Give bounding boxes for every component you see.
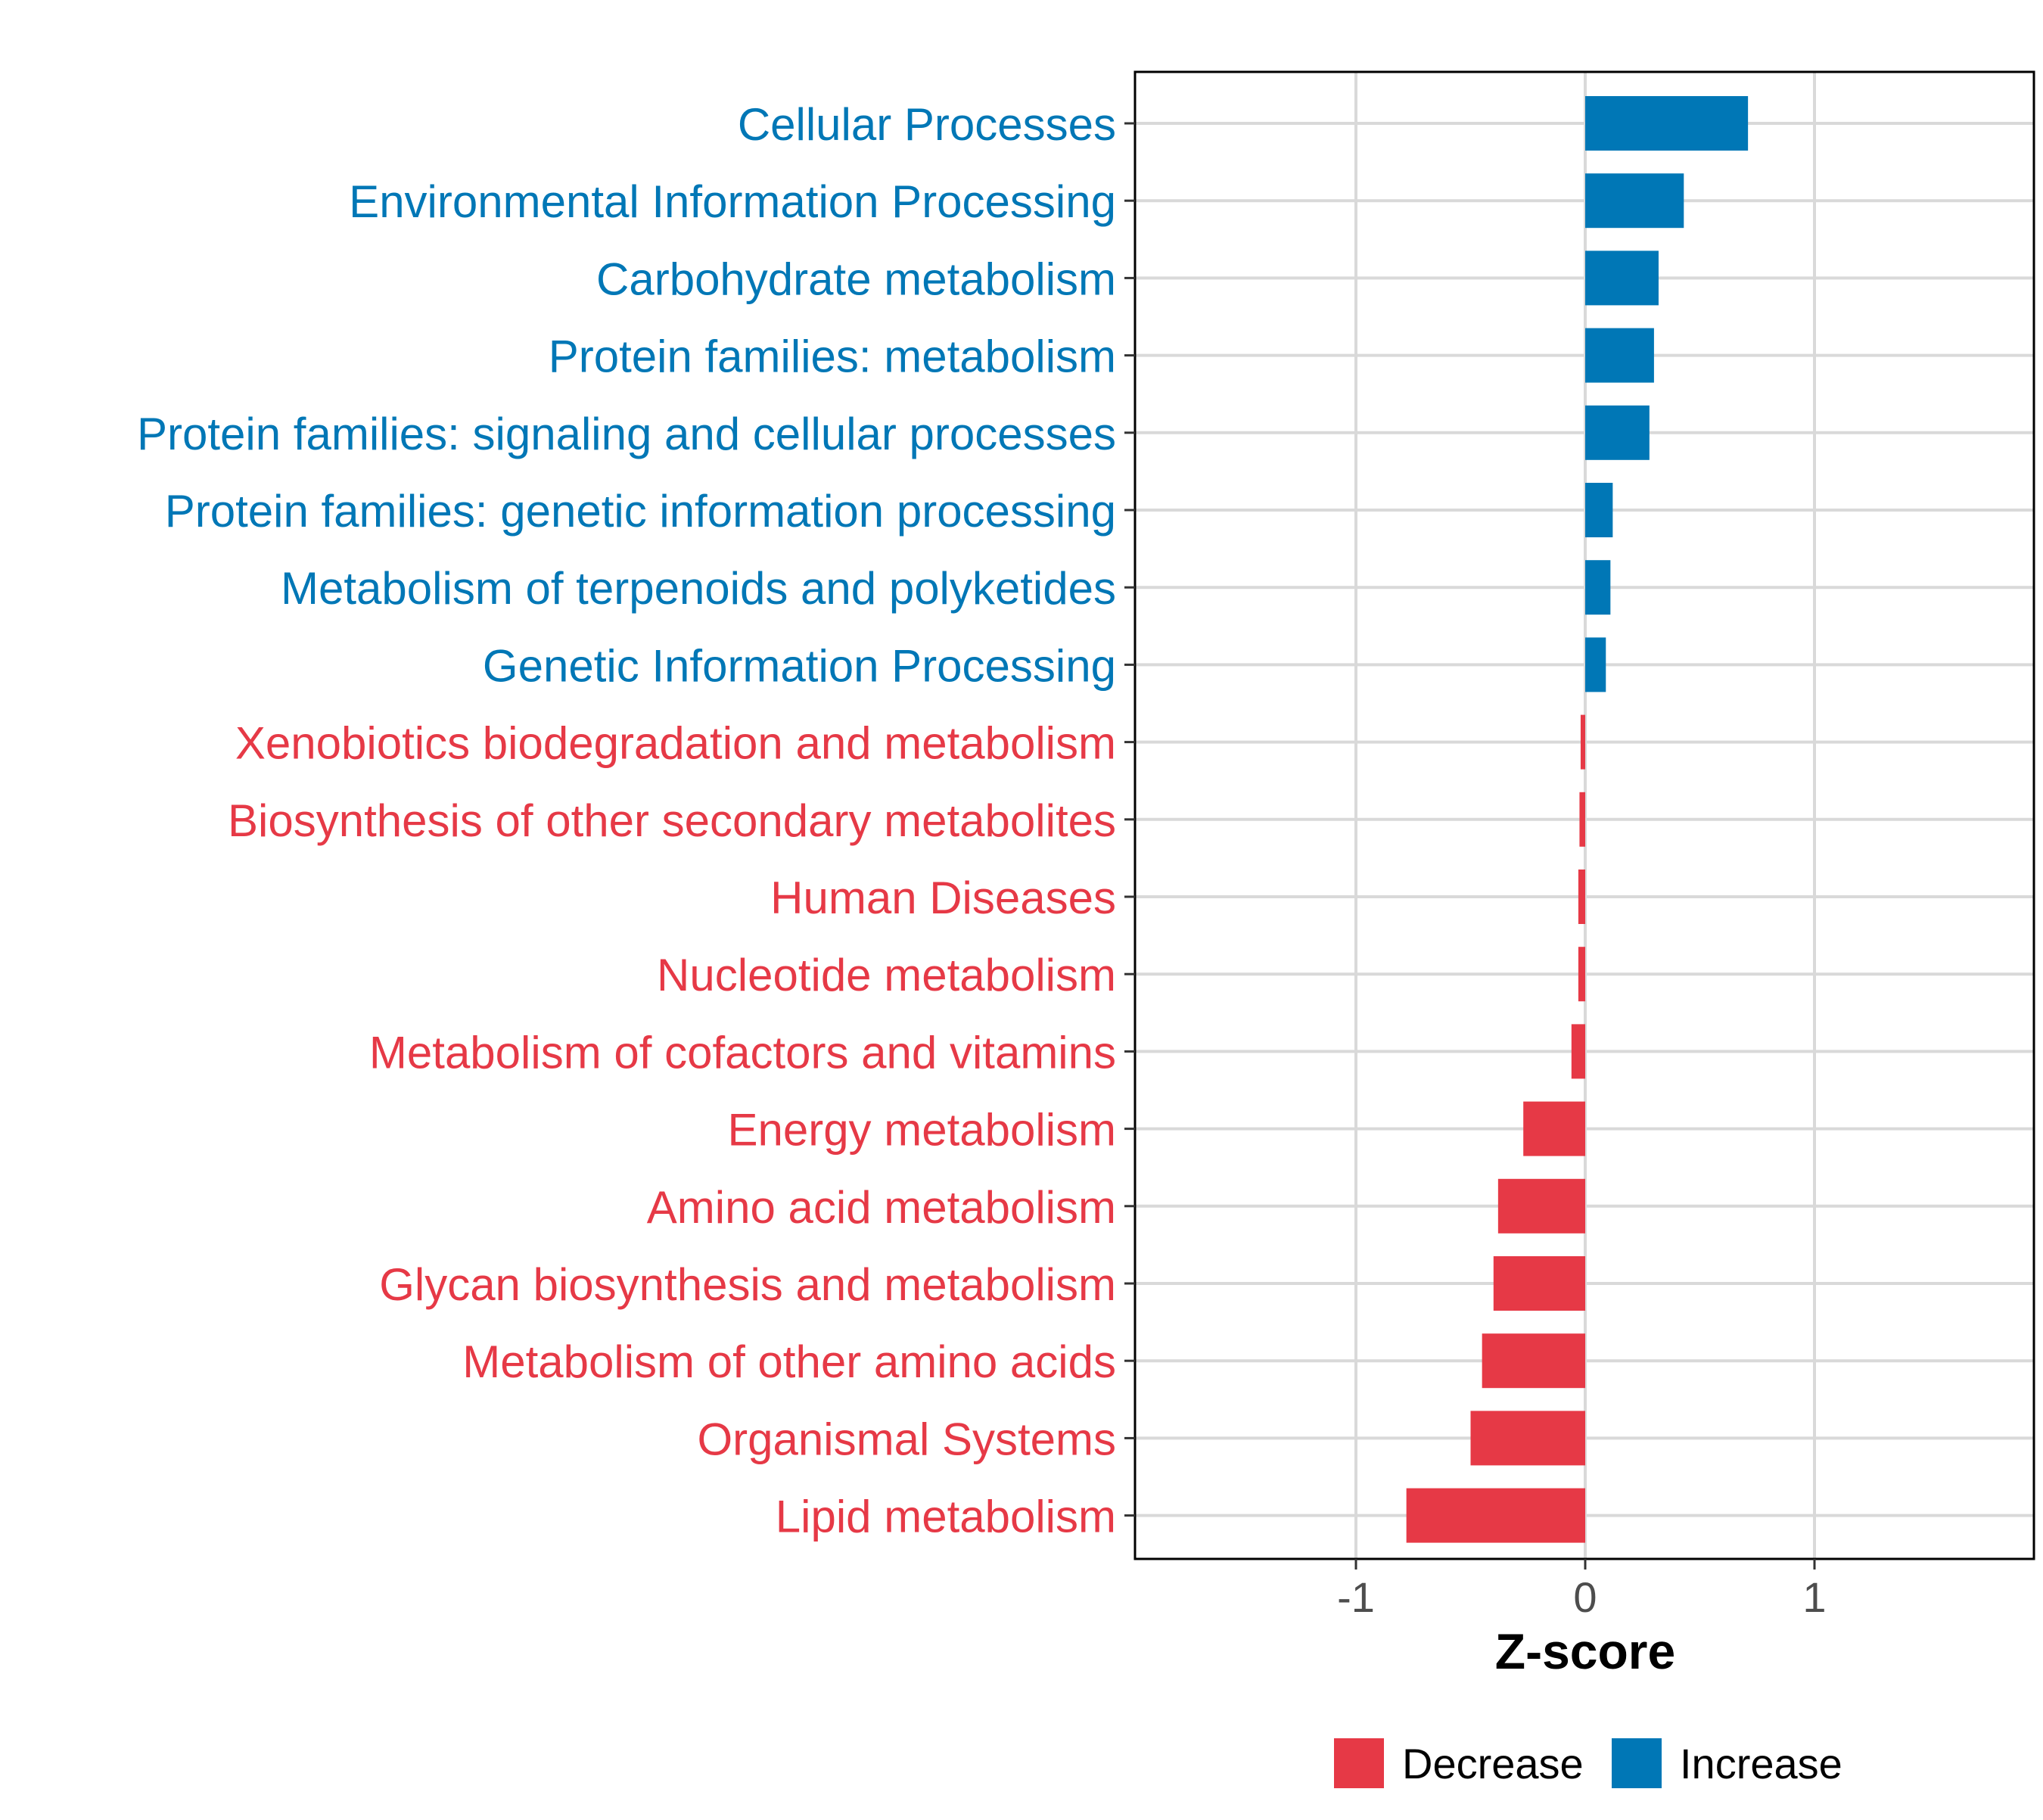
bar — [1585, 173, 1684, 229]
bar — [1585, 328, 1654, 383]
category-label: Energy metabolism — [727, 1105, 1116, 1156]
legend-label: Decrease — [1402, 1740, 1584, 1787]
category-label: Cellular Processes — [738, 99, 1116, 150]
bar — [1585, 483, 1613, 537]
bar — [1523, 1101, 1585, 1156]
bar — [1585, 637, 1606, 692]
bar — [1406, 1488, 1585, 1543]
bar — [1470, 1411, 1585, 1466]
x-tick-label: 0 — [1573, 1573, 1597, 1621]
bar — [1578, 870, 1585, 924]
x-tick-label: -1 — [1337, 1573, 1375, 1621]
legend: Decrease Increase — [1334, 1738, 1842, 1788]
x-tick-label: 1 — [1802, 1573, 1826, 1621]
category-label: Organismal Systems — [698, 1414, 1116, 1464]
legend-swatch — [1334, 1738, 1384, 1788]
bar — [1493, 1256, 1585, 1311]
legend-label: Increase — [1680, 1740, 1842, 1787]
category-label: Genetic Information Processing — [483, 640, 1116, 691]
category-label: Protein families: signaling and cellular… — [137, 409, 1116, 459]
bar — [1585, 96, 1749, 151]
category-label: Amino acid metabolism — [647, 1182, 1116, 1233]
category-label: Human Diseases — [770, 873, 1116, 923]
x-axis-title: Z-score — [1495, 1623, 1675, 1679]
bar — [1482, 1333, 1585, 1389]
category-label: Protein families: metabolism — [549, 331, 1116, 382]
bar — [1579, 792, 1585, 847]
category-label: Xenobiotics biodegradation and metabolis… — [235, 718, 1116, 769]
bar-layer — [1406, 96, 1749, 1543]
bar — [1585, 250, 1659, 306]
category-label: Protein families: genetic information pr… — [165, 486, 1116, 537]
bar — [1578, 947, 1585, 1002]
legend-swatch — [1612, 1738, 1662, 1788]
category-label: Metabolism of cofactors and vitamins — [369, 1027, 1116, 1078]
bar — [1497, 1178, 1585, 1234]
bar — [1571, 1024, 1585, 1079]
category-label: Biosynthesis of other secondary metaboli… — [228, 795, 1116, 846]
category-label: Glycan biosynthesis and metabolism — [379, 1259, 1116, 1310]
label-layer: Cellular Processes Environmental Informat… — [137, 99, 1827, 1621]
axis-layer — [1124, 70, 2035, 1570]
category-label: Carbohydrate metabolism — [596, 254, 1116, 304]
bar — [1580, 714, 1585, 770]
category-label: Metabolism of other amino acids — [462, 1336, 1116, 1387]
bar — [1585, 405, 1650, 460]
category-label: Metabolism of terpenoids and polyketides — [281, 563, 1116, 614]
category-label: Nucleotide metabolism — [657, 950, 1116, 1000]
category-label: Environmental Information Processing — [349, 176, 1116, 227]
category-label: Lipid metabolism — [776, 1492, 1116, 1542]
bar — [1585, 560, 1611, 615]
